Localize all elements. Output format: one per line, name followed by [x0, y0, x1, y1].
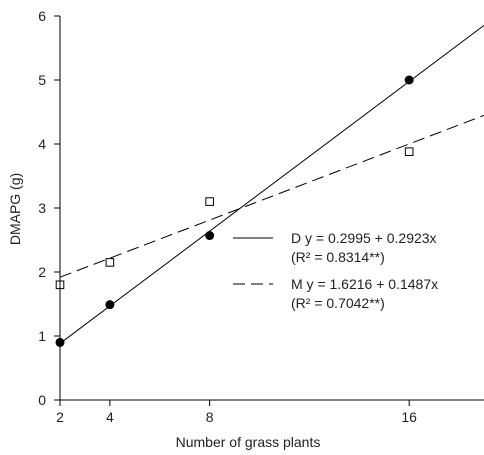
y-tick-label: 1 [38, 328, 46, 344]
y-tick-label: 3 [38, 200, 46, 216]
x-tick-label: 4 [106, 409, 114, 425]
x-axis-title: Number of grass plants [176, 434, 321, 450]
legend: D y = 0.2995 + 0.2923x (R² = 0.8314**) M y… [233, 230, 438, 311]
data-point-d [105, 300, 115, 310]
data-point-d [205, 231, 215, 241]
ticks: 0 1 2 3 4 5 6 2 4 8 16 [38, 8, 417, 425]
legend-r2-d: (R² = 0.8314**) [291, 249, 385, 265]
y-axis-title: DMAPG (g) [7, 173, 23, 245]
y-tick-label: 5 [38, 72, 46, 88]
fit-lines [59, 24, 484, 344]
x-tick-label: 16 [401, 409, 417, 425]
legend-r2-m: (R² = 0.7042**) [291, 295, 385, 311]
data-markers [55, 75, 414, 347]
y-tick-label: 6 [38, 8, 46, 24]
data-point-m [404, 147, 414, 156]
y-tick-label: 0 [38, 392, 46, 408]
y-tick-label: 2 [38, 264, 46, 280]
data-point-m [105, 258, 115, 267]
legend-label-d: D y = 0.2995 + 0.2923x [291, 230, 437, 246]
data-point-m [205, 197, 214, 206]
data-point-d [404, 75, 414, 85]
legend-label-m: M y = 1.6216 + 0.1487x [291, 276, 438, 292]
y-tick-label: 4 [38, 136, 46, 152]
x-tick-label: 8 [206, 409, 214, 425]
fit-line-m [59, 114, 484, 278]
fit-line-d [59, 24, 484, 344]
x-tick-label: 2 [56, 409, 64, 425]
